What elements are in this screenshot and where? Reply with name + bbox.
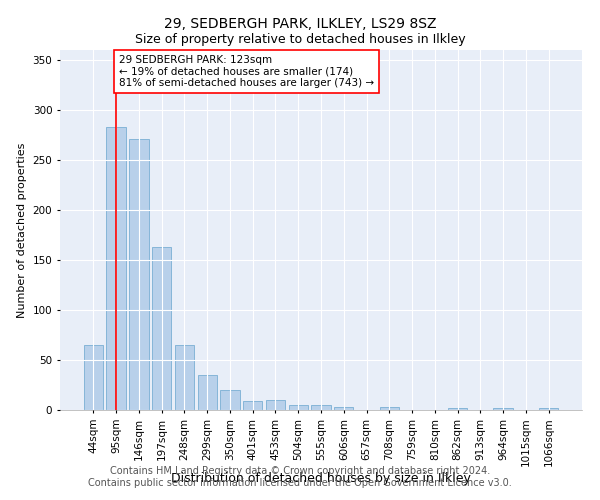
Bar [493, 408, 513, 410]
Bar [243, 401, 262, 410]
Bar [220, 390, 239, 410]
Bar [106, 127, 126, 410]
Bar [539, 408, 558, 410]
Text: 29 SEDBERGH PARK: 123sqm
← 19% of detached houses are smaller (174)
81% of semi-: 29 SEDBERGH PARK: 123sqm ← 19% of detach… [119, 55, 374, 88]
Bar [289, 405, 308, 410]
Text: Contains HM Land Registry data © Crown copyright and database right 2024.
Contai: Contains HM Land Registry data © Crown c… [88, 466, 512, 487]
Bar [197, 375, 217, 410]
Y-axis label: Number of detached properties: Number of detached properties [17, 142, 27, 318]
Text: Size of property relative to detached houses in Ilkley: Size of property relative to detached ho… [134, 32, 466, 46]
Bar [448, 408, 467, 410]
Bar [129, 139, 149, 410]
Bar [311, 405, 331, 410]
Text: 29, SEDBERGH PARK, ILKLEY, LS29 8SZ: 29, SEDBERGH PARK, ILKLEY, LS29 8SZ [164, 18, 436, 32]
Bar [152, 247, 172, 410]
Bar [175, 345, 194, 410]
Bar [266, 400, 285, 410]
Bar [334, 407, 353, 410]
X-axis label: Distribution of detached houses by size in Ilkley: Distribution of detached houses by size … [171, 472, 471, 485]
Bar [84, 345, 103, 410]
Bar [380, 407, 399, 410]
